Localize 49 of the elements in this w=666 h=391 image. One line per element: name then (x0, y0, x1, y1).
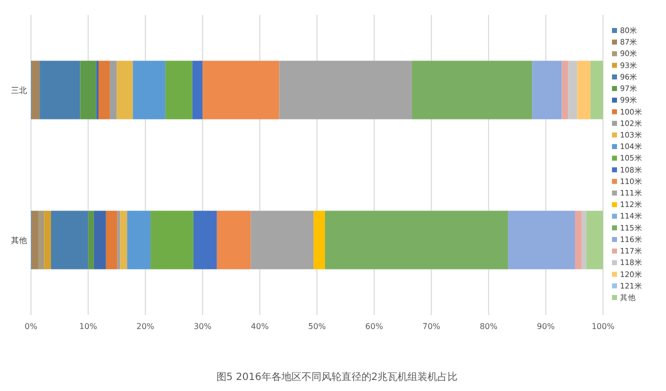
bar (106, 210, 118, 270)
text: 图5 2016年各地区不同风轮直径的2兆瓦机组装机占比 (216, 371, 458, 383)
bar (80, 60, 96, 120)
bar (88, 210, 94, 270)
bar (116, 60, 133, 120)
bar (110, 60, 117, 120)
y-tick-label: 三北 (11, 86, 27, 95)
bar (412, 60, 532, 120)
x-tick-label: 80% (480, 322, 498, 331)
bar (508, 210, 575, 270)
bar (279, 60, 412, 120)
bar (202, 60, 280, 120)
x-tick-label: 10% (79, 322, 98, 331)
bar (51, 210, 88, 270)
x-tick-label: 30% (194, 322, 212, 331)
x-tick-label: 90% (536, 322, 556, 331)
bar (98, 60, 110, 120)
x-tick-label: 100% (592, 322, 615, 331)
bar (127, 210, 151, 270)
bar (568, 60, 578, 120)
x-tick-label: 20% (136, 322, 155, 331)
bar (120, 210, 128, 270)
x-tick-label: 50% (308, 322, 326, 331)
bar (586, 210, 603, 270)
bar (562, 60, 568, 120)
x-tick-label: 60% (365, 322, 384, 331)
bar (193, 210, 217, 270)
bar (94, 210, 106, 270)
bar (532, 60, 562, 120)
bar (150, 210, 194, 270)
x-tick-label: 70% (422, 322, 441, 331)
bar (44, 210, 52, 270)
bar (38, 210, 44, 270)
bar (314, 210, 326, 270)
bar (582, 210, 586, 270)
bar (192, 60, 203, 120)
bar (32, 60, 40, 120)
bar (574, 210, 582, 270)
x-tick-label: 40% (250, 322, 270, 331)
bar (165, 60, 192, 120)
bar (216, 210, 251, 270)
bar (590, 60, 603, 120)
bar (325, 210, 508, 270)
bar (250, 210, 314, 270)
bar (32, 210, 38, 270)
bar (577, 60, 590, 120)
x-tick-label: 0% (24, 322, 38, 331)
bar (132, 60, 166, 120)
bar (40, 60, 80, 120)
